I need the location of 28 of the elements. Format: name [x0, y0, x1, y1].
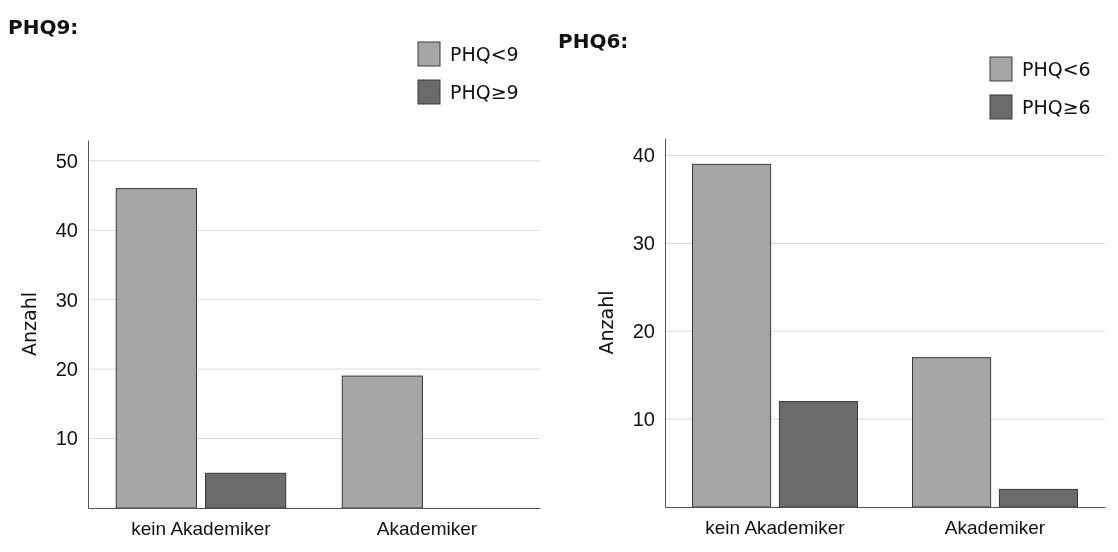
y-tick-label: 10 — [55, 427, 78, 450]
chart-title: PHQ6: — [558, 29, 629, 53]
bar — [115, 188, 197, 509]
y-tick-label: 40 — [55, 219, 78, 242]
legend-label: PHQ≥9 — [450, 81, 519, 103]
bar — [778, 401, 858, 508]
y-tick-label: 20 — [55, 358, 78, 381]
bar — [341, 375, 423, 509]
bar — [912, 357, 992, 508]
chart-title: PHQ9: — [8, 15, 79, 39]
y-tick-label: 30 — [632, 232, 655, 255]
y-tick-label: 30 — [55, 288, 78, 311]
x-tick-label: kein Akademiker — [131, 518, 272, 540]
bar — [692, 163, 772, 508]
legend-label: PHQ<9 — [450, 43, 519, 65]
y-tick-label: 50 — [55, 149, 78, 172]
y-axis-title: Anzahl — [18, 292, 40, 356]
x-tick-label: kein Akademiker — [705, 517, 846, 539]
bar — [998, 488, 1078, 508]
y-tick-label: 40 — [632, 144, 655, 167]
y-axis-title: Anzahl — [595, 290, 617, 355]
y-tick-label: 10 — [632, 408, 655, 431]
x-tick-label: Akademiker — [944, 517, 1046, 539]
legend-label: PHQ<6 — [1022, 58, 1091, 80]
x-tick-label: Akademiker — [376, 518, 478, 540]
bar — [205, 472, 287, 509]
legend-label: PHQ≥6 — [1022, 96, 1091, 118]
y-tick-label: 20 — [632, 320, 655, 343]
